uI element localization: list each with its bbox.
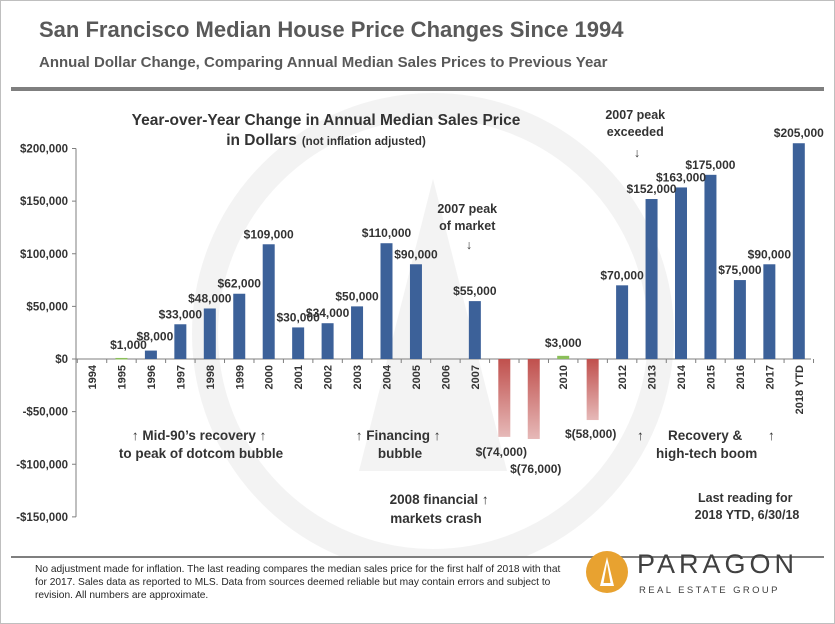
- x-tick-label: 2007: [470, 365, 482, 389]
- bar-1995: [115, 357, 128, 360]
- annotation-recovery: ↑ Recovery & high-tech boom ↑: [637, 428, 775, 461]
- data-label: $90,000: [394, 247, 438, 261]
- x-tick-label: 2005: [411, 365, 423, 389]
- x-tick-label: 2013: [647, 365, 659, 389]
- data-label: $55,000: [453, 284, 497, 298]
- chart-title-line2: in Dollars (not inflation adjusted): [226, 132, 426, 149]
- y-tick-label: $150,000: [20, 196, 68, 208]
- footer-divider: [11, 556, 824, 558]
- data-label: $3,000: [545, 336, 582, 350]
- data-label: $110,000: [362, 226, 412, 240]
- x-tick-label: 2003: [352, 365, 364, 389]
- annotation-peak-exceeded: 2007 peak exceeded ↓: [605, 108, 668, 160]
- bar-2011: [586, 359, 599, 421]
- annotation-mid90s: ↑ Mid-90’s recovery ↑ to peak of dotcom …: [119, 428, 284, 461]
- annotation-crash: 2008 financial ↑ markets crash: [390, 492, 493, 526]
- data-label: $(58,000): [565, 427, 616, 441]
- bar-1998: [203, 308, 216, 359]
- bar-1999: [233, 293, 246, 359]
- bar-2008: [498, 359, 511, 437]
- page-title: San Francisco Median House Price Changes…: [39, 17, 624, 42]
- data-label: $50,000: [335, 289, 379, 303]
- bar-2012: [616, 285, 629, 359]
- header-divider: [11, 87, 824, 91]
- footnote: No adjustment made for inflation. The la…: [35, 564, 561, 601]
- data-label: $33,000: [159, 307, 203, 321]
- x-tick-label: 1998: [205, 365, 217, 389]
- data-label: $8,000: [137, 330, 174, 344]
- paragon-logo: PARAGON REAL ESTATE GROUP: [583, 545, 823, 617]
- data-label: $(76,000): [510, 462, 561, 476]
- data-label: $48,000: [188, 291, 232, 305]
- logo-mark-icon: [586, 551, 628, 593]
- x-tick-label: 2001: [293, 365, 305, 389]
- bar-2015: [704, 174, 717, 359]
- data-label: $1,000: [110, 338, 147, 352]
- data-label: $163,000: [656, 170, 706, 184]
- data-label: $90,000: [748, 247, 792, 261]
- bar-2002: [321, 323, 334, 359]
- y-tick-label: $0: [55, 354, 68, 366]
- y-tick-label: $200,000: [20, 144, 68, 156]
- data-label: $34,000: [306, 306, 350, 320]
- data-label: $205,000: [774, 126, 824, 140]
- bar-2000: [262, 244, 275, 359]
- y-tick-label: $100,000: [20, 249, 68, 261]
- bar-2017: [763, 264, 776, 359]
- x-tick-label: 2018 YTD: [794, 365, 806, 414]
- logo-tagline: REAL ESTATE GROUP: [639, 585, 780, 596]
- bar-chart: $200,000 $150,000 $100,000 $50,000 $0 -$50,00…: [16, 93, 824, 557]
- page-subtitle: Annual Dollar Change, Comparing Annual M…: [39, 54, 608, 71]
- x-tick-label: 1996: [146, 365, 158, 389]
- x-tick-label: 2006: [440, 365, 452, 389]
- x-tick-label: 2002: [323, 365, 335, 389]
- data-label: $30,000: [276, 310, 320, 324]
- x-tick-label: 2004: [382, 364, 394, 389]
- bar-2003: [351, 306, 364, 359]
- y-tick-label: -$100,000: [16, 459, 68, 471]
- x-tick-label: 1995: [116, 365, 128, 389]
- data-label: $175,000: [685, 158, 735, 172]
- annotation-last-reading: Last reading for 2018 YTD, 6/30/18: [695, 491, 800, 522]
- x-tick-label: 2000: [264, 365, 276, 389]
- x-tick-label: 2012: [617, 365, 629, 389]
- y-tick-label: $50,000: [26, 301, 68, 313]
- bar-2005: [409, 264, 422, 359]
- x-tick-label: 2016: [735, 365, 747, 389]
- data-label: $109,000: [244, 227, 294, 241]
- x-tick-label: 1999: [234, 365, 246, 389]
- data-label: $(74,000): [476, 445, 527, 459]
- x-tick-label: 2015: [705, 365, 717, 389]
- logo-name: PARAGON: [637, 549, 799, 579]
- bar-2018-ytd: [792, 143, 805, 359]
- annotation-financing: ↑ Financing ↑ bubble: [356, 428, 445, 461]
- x-tick-label: 2010: [558, 365, 570, 389]
- x-tick-label: 2017: [764, 365, 776, 389]
- data-label: $62,000: [218, 277, 262, 291]
- bar-2016: [733, 280, 746, 359]
- data-label: $152,000: [627, 182, 677, 196]
- x-tick-label: 1994: [87, 364, 99, 389]
- bar-1996: [144, 350, 157, 359]
- y-tick-label: -$150,000: [16, 512, 68, 524]
- x-tick-label: 2014: [676, 364, 688, 389]
- x-tick-label: 1997: [175, 365, 187, 389]
- y-tick-label: -$50,000: [23, 407, 68, 419]
- data-label: $70,000: [600, 268, 644, 282]
- data-label: $75,000: [718, 263, 762, 277]
- annotation-2007-peak: 2007 peak of market ↓: [437, 202, 500, 252]
- chart-title: Year-over-Year Change in Annual Median S…: [132, 112, 521, 129]
- bar-2001: [292, 327, 305, 359]
- bar-2004: [380, 243, 393, 359]
- bar-2013: [645, 199, 658, 359]
- bar-2014: [675, 187, 687, 359]
- bar-2009: [527, 359, 540, 439]
- bar-1997: [174, 324, 187, 359]
- bar-2007: [468, 301, 481, 359]
- bar-2010: [557, 355, 570, 359]
